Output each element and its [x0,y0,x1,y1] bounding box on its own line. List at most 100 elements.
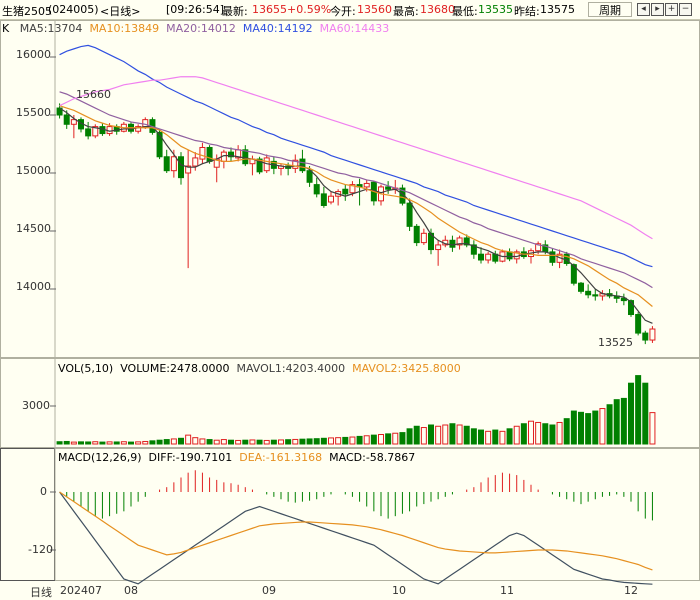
ma60-line [59,76,653,240]
volume-bar-20 [199,438,206,445]
volume-bar-38 [328,437,334,445]
volume-bar-32 [285,439,292,445]
period-label: <日线> [100,5,141,18]
candle-body-81 [635,314,642,334]
volume-bar-47 [392,432,399,445]
volume-bar-61 [492,429,499,445]
volume-bar-70 [556,421,563,445]
volume-bar-44 [370,434,377,445]
volume-bar-58 [470,428,477,445]
quote-time: [09:26:54] [166,3,224,16]
volume-bar-6 [99,441,106,445]
candle-body-43 [363,182,370,188]
volume-bar-56 [456,424,463,445]
volume-bar-15 [163,439,170,445]
volume-bar-73 [578,411,584,445]
volume-bar-59 [478,429,484,445]
ma60-legend: MA60:14433 [319,22,390,35]
volume-bar-79 [620,397,627,445]
volume-bar-76 [599,408,606,445]
volume-bar-46 [385,433,392,445]
candle-body-50 [413,225,420,244]
volume-bar-51 [420,427,427,445]
candle-body-38 [328,195,334,203]
candle-body-58 [470,244,477,255]
x-label-10: 10 [392,584,406,597]
candle-body-5 [92,126,99,137]
candle-body-59 [478,253,484,261]
volume-bar-49 [406,428,413,445]
volume-bar-1 [63,440,70,445]
macd-tick-120: -120 [28,543,53,556]
volume-bars [50,375,656,445]
volume-bar-71 [563,418,570,445]
candle-body-72 [570,264,577,284]
mavol2-value: MAVOL2:3425.8000 [352,362,461,375]
latest-label: 最新: [222,5,248,18]
candle-body-74 [585,290,592,296]
prev-settle-label: 昨结: [514,5,540,18]
zoom-out-icon[interactable]: − [679,3,692,16]
candle-body-28 [256,158,263,173]
volume-bar-23 [220,439,227,445]
diff-value: DIFF:-190.7101 [148,451,233,464]
open-price: 13560 [357,3,392,16]
candle-body-33 [292,159,299,169]
ma40-line [59,44,653,268]
candle-body-63 [506,251,513,260]
candle-body-34 [299,158,306,172]
candle-body-41 [349,184,356,194]
candle-body-73 [578,282,584,292]
volume-bar-45 [378,434,384,445]
volume-legend: VOL(5,10) VOLUME:2478.0000 MAVOL1:4203.4… [58,362,461,375]
volume-bar-80 [628,382,634,445]
candle-body-57 [463,237,470,246]
zoom-in-icon[interactable]: + [665,3,678,16]
volume-bar-48 [399,432,406,445]
kline-label: K [2,22,10,35]
ma20-legend: MA20:14012 [166,22,236,35]
candle-body-11 [135,126,142,132]
volume-bar-50 [413,425,420,445]
candles [56,103,656,345]
min-price-marker: 13525 [598,336,633,349]
open-label: 今开: [330,5,356,18]
candle-body-51 [420,232,427,244]
candle-body-16 [170,156,177,172]
candle-body-69 [549,251,556,263]
macd-side-box [0,448,55,581]
volume-bar-30 [270,439,277,445]
candle-body-53 [435,244,442,251]
volume-bar-26 [242,439,249,445]
volume-bar-13 [149,440,156,445]
x-label-12: 12 [624,584,638,597]
candle-body-1 [63,114,70,125]
volume-bar-24 [228,439,234,445]
volume-bar-65 [520,423,527,445]
volume-bar-72 [570,410,577,445]
volume-bar-74 [585,413,592,445]
volume-bar-35 [306,438,313,445]
quote-header: 生猪2505 (024005) <日线> [09:26:54] 最新: 1365… [0,0,700,20]
latest-price: 13655 [252,3,287,16]
x-label-09: 09 [262,584,276,597]
scroll-left-icon[interactable]: ◂ [637,3,650,16]
y-tick-14500: 14500 [16,222,51,235]
period-button[interactable]: 周期 [588,2,632,17]
candle-body-82 [642,332,649,341]
scroll-right-icon[interactable]: ▸ [651,3,664,16]
candle-body-46 [385,186,392,190]
volume-bar-22 [213,439,220,445]
candle-body-60 [485,253,492,261]
volume-bar-64 [513,425,520,445]
candle-body-26 [242,149,249,165]
volume-bar-55 [449,423,456,445]
candle-body-40 [342,188,349,195]
volume-bar-53 [435,425,442,445]
high-price: 13680 [420,3,455,16]
y-tick-15500: 15500 [16,106,51,119]
x-label-202407: 202407 [60,584,102,597]
prev-settle-price: 13575 [540,3,575,16]
x-axis-left-label: 日线 [30,586,52,599]
volume-value: VOLUME:2478.0000 [120,362,230,375]
